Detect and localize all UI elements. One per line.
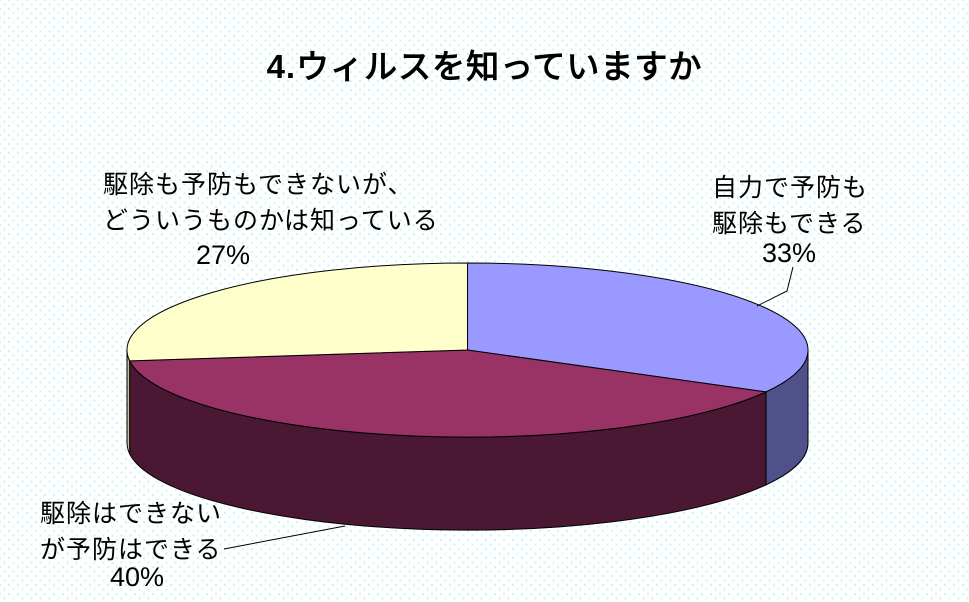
slice-label-40-line1: 駆除はできない	[40, 500, 223, 528]
slice-label-33-line1: 自力で予防も	[712, 174, 869, 202]
slice-label-33: 自力で予防も 駆除もできる	[712, 170, 868, 242]
slice-label-27-line1: 駆除も予防もできないが、	[103, 171, 414, 199]
slice-label-27-line2: どういうものかは知っている	[103, 207, 439, 235]
pie-3d	[126, 262, 809, 531]
pct-label-27: 27%	[196, 240, 251, 270]
slice-top-1	[128, 349, 768, 438]
slice-label-40: 駆除はできない が予防はできる	[40, 496, 222, 568]
chart-title: 4.ウィルスを知っていますか	[266, 48, 703, 85]
slice-side-2	[126, 349, 131, 455]
leader-line-33	[756, 266, 794, 307]
pct-label-40: 40%	[110, 562, 165, 592]
slice-label-40-line2: が予防はできる	[40, 536, 222, 564]
leader-line-40	[223, 525, 346, 550]
pct-label-33: 33%	[762, 238, 817, 268]
slice-label-33-line2: 駆除もできる	[712, 210, 867, 238]
slice-top-2	[126, 262, 468, 362]
slice-top-0	[467, 262, 809, 393]
slice-label-27: 駆除も予防もできないが、 どういうものかは知っている	[103, 167, 439, 239]
